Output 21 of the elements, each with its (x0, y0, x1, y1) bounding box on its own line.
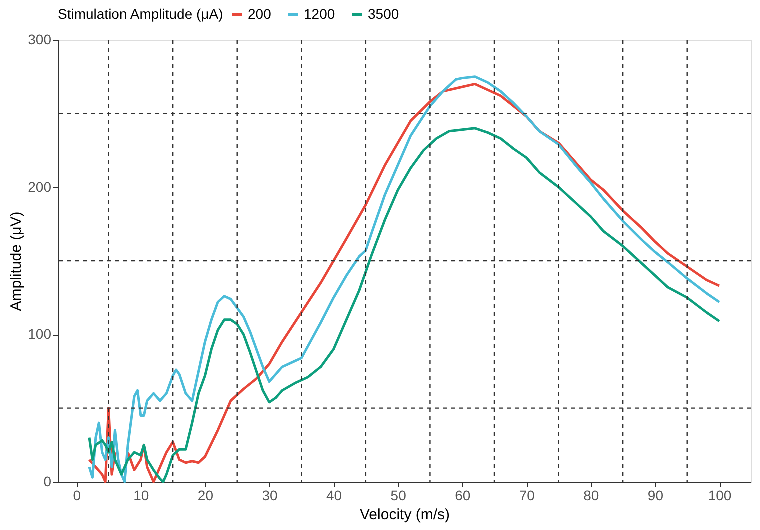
legend-label: 3500 (368, 6, 400, 22)
x-tick-label: 70 (519, 488, 536, 504)
x-tick-label: 60 (455, 488, 471, 504)
y-tick-label: 200 (28, 178, 52, 195)
legend-label: 200 (248, 6, 272, 22)
x-tick-label: 20 (198, 488, 214, 504)
legend-label: 1200 (304, 6, 336, 22)
legend-title: Stimulation Amplitude (μA) (58, 6, 224, 22)
y-tick-label: 300 (28, 32, 52, 48)
x-axis-title: Velocity (m/s) (360, 506, 450, 524)
y-axis-title: Amplitude (μV) (8, 212, 26, 312)
x-tick-label: 50 (390, 488, 407, 504)
x-tick-label: 90 (648, 488, 664, 504)
y-tick-label: 100 (28, 326, 52, 342)
x-tick-label: 10 (134, 488, 150, 504)
x-tick-label: 40 (326, 488, 342, 504)
x-tick-label: 30 (262, 488, 278, 504)
x-tick-label: 80 (584, 488, 600, 504)
x-tick-label: 100 (708, 488, 732, 504)
x-tick-label: 0 (73, 488, 82, 504)
y-tick-label: 0 (44, 474, 52, 490)
